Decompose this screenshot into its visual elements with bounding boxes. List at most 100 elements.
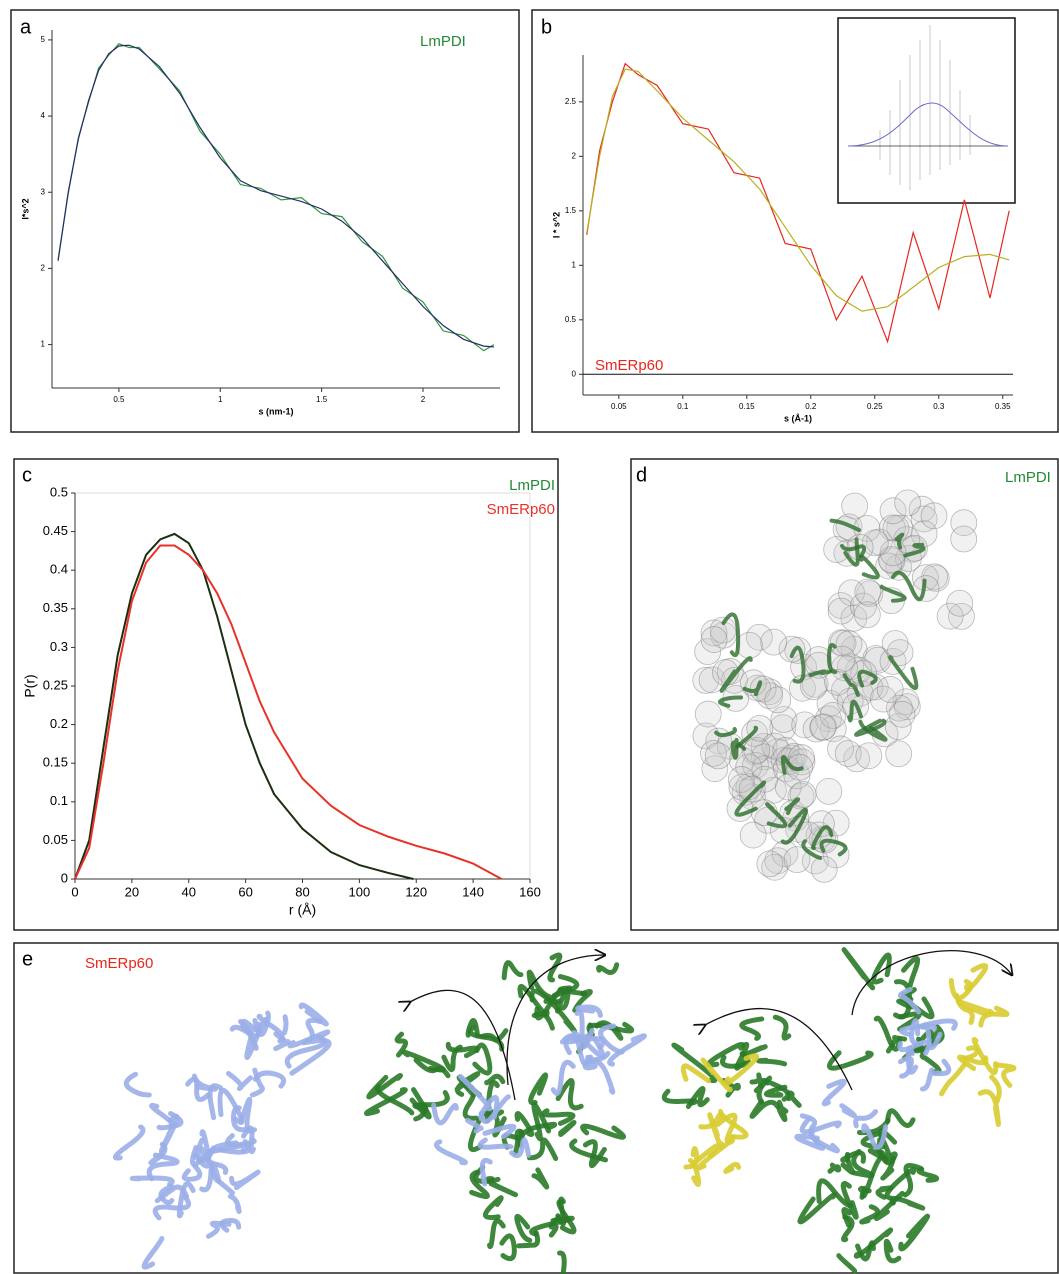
ribbon xyxy=(780,755,804,775)
ribbon xyxy=(879,584,907,603)
ribbon xyxy=(543,998,577,1034)
ribbon xyxy=(859,554,880,580)
y-tick-label: 0.3 xyxy=(50,639,68,654)
ribbon xyxy=(501,960,524,981)
ribbon xyxy=(839,1103,858,1119)
bead xyxy=(810,855,838,883)
ribbon xyxy=(916,1167,940,1183)
bead xyxy=(760,628,788,656)
ribbon xyxy=(176,1181,196,1219)
bead xyxy=(788,744,815,771)
bead xyxy=(843,745,871,773)
ribbon xyxy=(700,1057,733,1093)
ribbon xyxy=(853,1227,894,1259)
ribbon xyxy=(552,986,571,1014)
y-tick-label: 0.15 xyxy=(43,755,68,770)
ribbon xyxy=(899,1023,937,1037)
bead xyxy=(700,739,727,767)
ribbon xyxy=(199,1146,229,1175)
ribbon xyxy=(854,718,887,737)
ribbon xyxy=(840,543,867,559)
bead xyxy=(819,701,847,729)
bead xyxy=(700,626,728,653)
bead xyxy=(834,740,862,767)
panel-letter: e xyxy=(22,948,33,970)
ribbon xyxy=(843,537,860,567)
ribbon xyxy=(853,1109,879,1129)
ribbon xyxy=(569,1138,609,1163)
y-tick-label: 1 xyxy=(41,340,46,349)
ribbon xyxy=(457,1073,493,1112)
ribbon xyxy=(721,612,741,658)
y-tick-label: 0 xyxy=(572,369,577,378)
ribbon xyxy=(931,1058,952,1077)
x-tick-label: 0.25 xyxy=(867,402,883,411)
bead xyxy=(810,713,837,741)
ribbon xyxy=(685,1085,710,1109)
x-axis-label: r (Å) xyxy=(289,902,316,918)
y-tick-label: 0.4 xyxy=(50,562,68,577)
ribbon xyxy=(841,1207,852,1228)
ribbon xyxy=(826,643,838,675)
ribbon xyxy=(821,1078,847,1107)
ribbon xyxy=(209,1164,236,1196)
x-tick-label: 0.05 xyxy=(611,402,627,411)
bead xyxy=(828,629,855,656)
ribbon xyxy=(156,1110,184,1131)
y-tick-label: 0.25 xyxy=(43,677,68,692)
ribbon xyxy=(582,1054,598,1071)
ribbon xyxy=(884,1166,917,1201)
ribbon xyxy=(730,738,747,760)
ribbon xyxy=(799,1116,842,1135)
ribbon xyxy=(152,1194,192,1221)
ribbon xyxy=(859,1204,881,1225)
x-tick-label: 0.15 xyxy=(739,402,755,411)
bead xyxy=(841,492,869,520)
bead xyxy=(738,775,766,803)
ribbon xyxy=(888,655,919,690)
ribbon xyxy=(898,1213,931,1252)
ribbon xyxy=(479,1157,493,1187)
bead xyxy=(772,737,800,764)
bead xyxy=(743,736,771,764)
annotation: SmERp60 xyxy=(595,357,663,374)
ribbon xyxy=(717,695,744,708)
ribbon xyxy=(413,1057,451,1079)
ribbon xyxy=(961,1045,980,1061)
x-tick-label: 1.5 xyxy=(316,395,328,404)
bead xyxy=(908,495,936,523)
bead xyxy=(698,666,726,694)
ribbon xyxy=(891,570,927,602)
bead xyxy=(827,735,854,763)
bead xyxy=(827,597,855,625)
ribbon xyxy=(978,1005,1010,1028)
ribbon xyxy=(829,518,862,533)
inset-curve xyxy=(847,102,1009,147)
ribbon xyxy=(366,1073,403,1100)
plot-area xyxy=(74,492,531,880)
ribbon xyxy=(789,645,806,684)
x-tick-label: 0.35 xyxy=(995,402,1011,411)
bead xyxy=(769,714,797,742)
ribbon xyxy=(112,1124,146,1161)
bead xyxy=(835,630,863,658)
ribbon xyxy=(989,1074,1002,1104)
y-tick-label: 1 xyxy=(572,260,577,269)
y-tick-label: 4 xyxy=(41,111,46,120)
ribbon xyxy=(919,1067,935,1092)
panel-c-frame xyxy=(13,458,559,931)
ribbon xyxy=(484,1073,506,1086)
ribbon xyxy=(514,1213,533,1243)
ribbon xyxy=(454,1071,481,1097)
series-line xyxy=(74,532,414,880)
bead xyxy=(894,489,922,517)
bead xyxy=(950,509,978,537)
ribbon xyxy=(477,1137,514,1150)
ribbon xyxy=(273,1031,291,1052)
ribbon xyxy=(765,802,788,829)
ribbon xyxy=(238,1096,258,1134)
bead xyxy=(756,850,784,878)
y-axis-label: I*s^2 xyxy=(20,198,30,219)
ribbon xyxy=(683,1146,700,1170)
ribbon xyxy=(880,1155,897,1181)
